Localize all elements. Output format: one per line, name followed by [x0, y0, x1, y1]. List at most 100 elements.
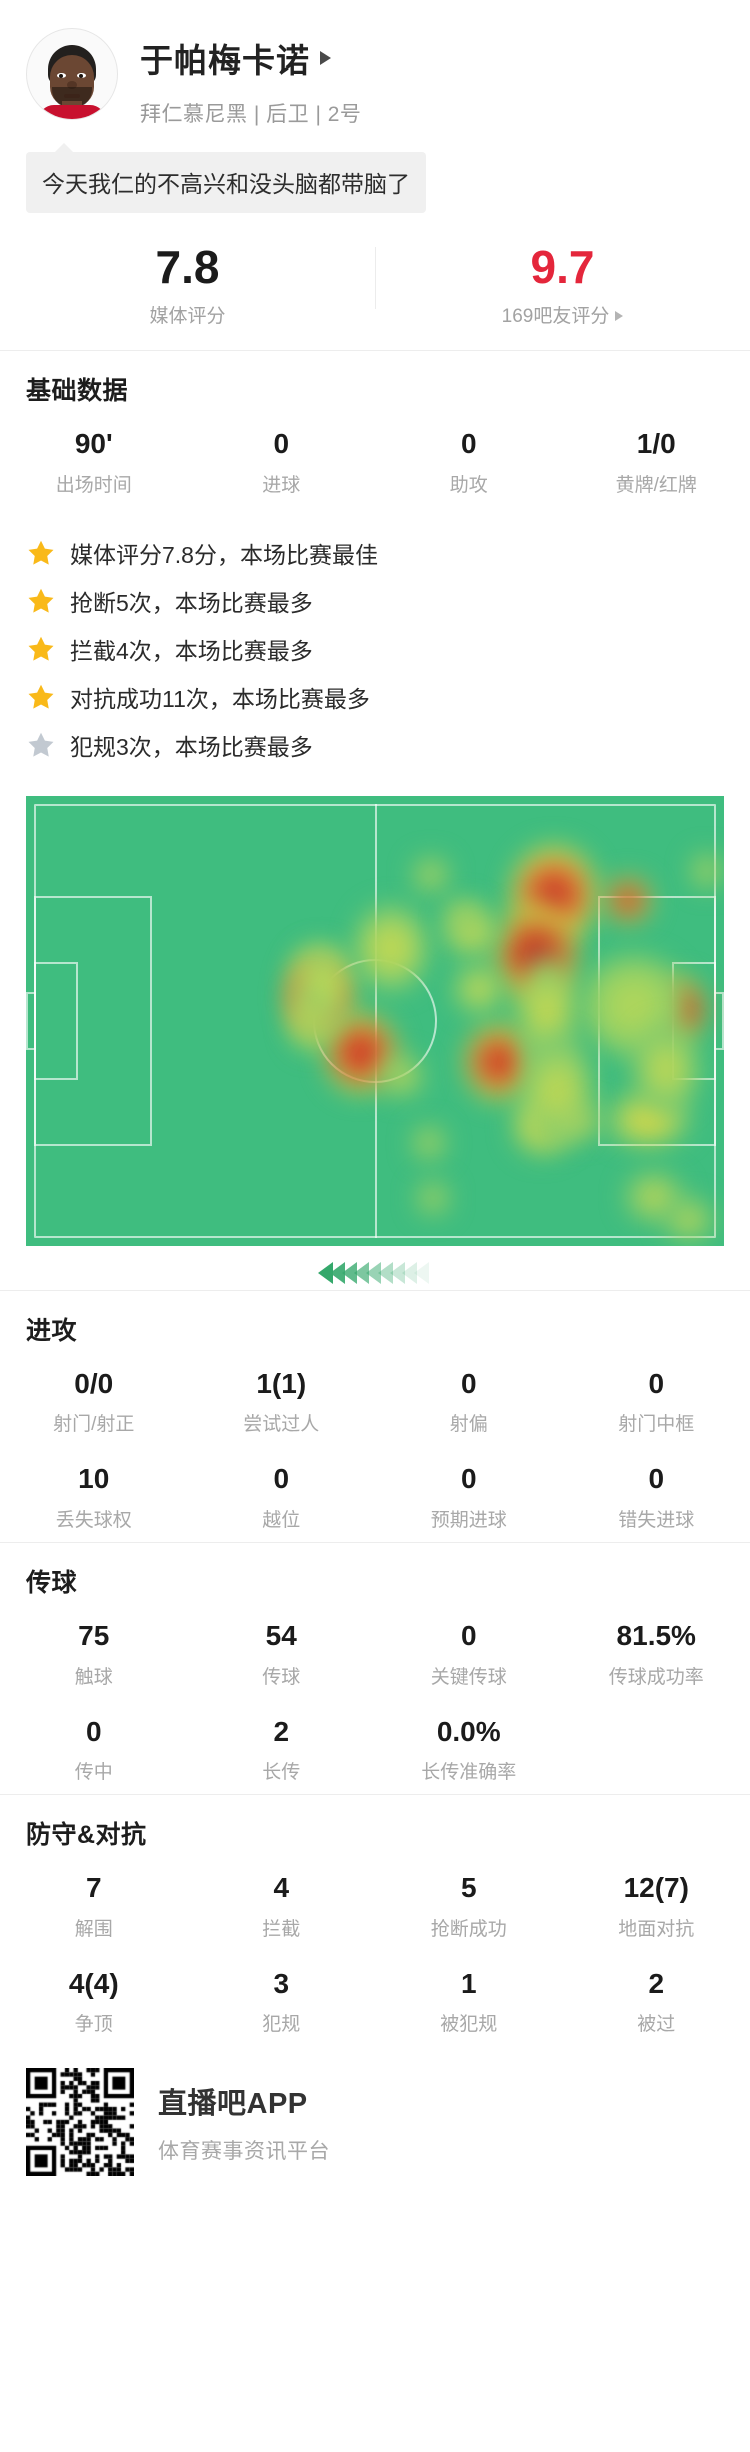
- stat-label: 传球: [262, 1666, 301, 1688]
- stat-value: 4: [273, 1872, 290, 1904]
- stat-item: 1 被犯规: [375, 1967, 563, 2037]
- stat-label: 关键传球: [430, 1666, 507, 1688]
- stat-label: 越位: [262, 1510, 301, 1532]
- stat-value: 0.0%: [436, 1715, 501, 1747]
- stat-value: 7: [85, 1872, 102, 1904]
- stat-value: 75: [78, 1620, 110, 1652]
- stat-value: 10: [78, 1463, 110, 1495]
- stat-label: 助攻: [449, 474, 488, 496]
- stat-label: 丢失球权: [55, 1510, 132, 1532]
- attack-stats-row-1: 0/0 射门/射正 1(1) 尝试过人 0 射偏 0 射门中框: [0, 1351, 750, 1447]
- stat-item: 12(7) 地面对抗: [563, 1871, 750, 1941]
- highlights-list: 媒体评分7.8分，本场比赛最佳 抢断5次，本场比赛最多 拦截4次，本场比赛最多 …: [0, 507, 750, 796]
- stat-item-empty: [563, 1715, 750, 1785]
- stat-label: 射门/射正: [53, 1414, 135, 1436]
- stat-label: 长传: [262, 1762, 301, 1784]
- highlight-text: 媒体评分7.8分，本场比赛最佳: [70, 541, 378, 568]
- stat-item: 0 错失进球: [563, 1462, 750, 1532]
- stat-label: 传中: [74, 1762, 113, 1784]
- chevron-right-icon: [615, 311, 624, 322]
- divider: [0, 1794, 750, 1796]
- stat-value: 90': [74, 428, 113, 460]
- passing-stats-row-2: 0 传中 2 长传 0.0% 长传准确率: [0, 1699, 750, 1795]
- qr-code-icon: [26, 2068, 134, 2177]
- player-header: 于帕梅卡诺 拜仁慕尼黑 | 后卫 | 2号: [0, 0, 750, 128]
- stat-item: 0 越位: [188, 1462, 376, 1532]
- media-rating: 7.8 媒体评分: [0, 243, 375, 328]
- stat-value: 2: [648, 1967, 665, 1999]
- stat-item: 0 进球: [188, 427, 376, 497]
- stat-item: 10 丢失球权: [0, 1462, 188, 1532]
- divider: [0, 1289, 750, 1291]
- passing-stats-row-1: 75 触球 54 传球 0 关键传球 81.5% 传球成功率: [0, 1603, 750, 1699]
- heatmap-section: [0, 795, 750, 1246]
- fans-rating[interactable]: 9.7 169吧友评分: [375, 243, 750, 328]
- stat-label: 争顶: [74, 2014, 113, 2036]
- stat-item: 7 解围: [0, 1871, 188, 1941]
- stat-value: 0: [85, 1715, 102, 1747]
- stat-label: 出场时间: [55, 474, 132, 496]
- stat-label: 抢断成功: [430, 1918, 507, 1940]
- stat-item: 75 触球: [0, 1619, 188, 1689]
- stat-label: 犯规: [262, 2014, 301, 2036]
- ratings-row: 7.8 媒体评分 9.7 169吧友评分: [0, 243, 750, 350]
- fans-rating-label: 169吧友评分: [375, 301, 750, 328]
- player-name: 于帕梅卡诺: [140, 42, 310, 79]
- highlight-text: 拦截4次，本场比赛最多: [70, 637, 313, 664]
- stat-item: 4 拦截: [188, 1871, 376, 1941]
- media-rating-value: 7.8: [155, 241, 220, 293]
- quote-tail-icon: [54, 143, 74, 153]
- star-icon: [28, 732, 54, 757]
- stat-item: 2 长传: [188, 1715, 376, 1785]
- stat-label: 错失进球: [618, 1510, 695, 1532]
- list-item: 媒体评分7.8分，本场比赛最佳: [26, 536, 724, 570]
- list-item: 抢断5次，本场比赛最多: [26, 584, 724, 618]
- stat-label: 尝试过人: [243, 1414, 320, 1436]
- stat-item: 0/0 射门/射正: [0, 1367, 188, 1437]
- highlight-text: 抢断5次，本场比赛最多: [70, 589, 313, 616]
- stat-item: 5 抢断成功: [375, 1871, 563, 1941]
- heatmap-pitch: [26, 795, 724, 1246]
- player-meta: 拜仁慕尼黑 | 后卫 | 2号: [140, 103, 362, 126]
- stat-label: 解围: [74, 1918, 113, 1940]
- stat-label: 黄牌/红牌: [615, 474, 697, 496]
- stat-label: 触球: [74, 1666, 113, 1688]
- stat-value: 5: [460, 1872, 477, 1904]
- stat-label: 射偏: [449, 1414, 488, 1436]
- defense-stats-row-1: 7 解围 4 拦截 5 抢断成功 12(7) 地面对抗: [0, 1855, 750, 1951]
- stat-item: 1/0 黄牌/红牌: [563, 427, 750, 497]
- stat-value: 0: [460, 1620, 477, 1652]
- stat-item: 0 预期进球: [375, 1462, 563, 1532]
- stat-label: 预期进球: [430, 1510, 507, 1532]
- stat-value: 12(7): [623, 1872, 689, 1904]
- stat-item: 0 助攻: [375, 427, 563, 497]
- stat-value: 0: [648, 1367, 665, 1399]
- star-icon: [28, 636, 54, 661]
- list-item: 拦截4次，本场比赛最多: [26, 632, 724, 666]
- stat-item: 0 关键传球: [375, 1619, 563, 1689]
- stat-value: 0/0: [74, 1367, 114, 1399]
- defense-stats-row-2: 4(4) 争顶 3 犯规 1 被犯规 2 被过: [0, 1951, 750, 2047]
- quote-bubble: 今天我仁的不高兴和没头脑都带脑了: [26, 143, 724, 213]
- stat-item: 3 犯规: [188, 1967, 376, 2037]
- stat-value: 3: [273, 1967, 290, 1999]
- stat-item: 0 射门中框: [563, 1367, 750, 1437]
- stat-item: 0 射偏: [375, 1367, 563, 1437]
- stat-value: 0: [460, 428, 477, 460]
- attack-direction-indicator: [0, 1246, 750, 1290]
- avatar: [26, 28, 118, 120]
- star-icon: [28, 684, 54, 709]
- stat-value: 1/0: [636, 428, 676, 460]
- basic-stats-row: 90' 出场时间 0 进球 0 助攻 1/0 黄牌/红牌: [0, 411, 750, 507]
- stat-value: 81.5%: [616, 1620, 696, 1652]
- stat-item: 0.0% 长传准确率: [375, 1715, 563, 1785]
- player-name-row[interactable]: 于帕梅卡诺: [140, 34, 361, 82]
- app-tagline: 体育赛事资讯平台: [158, 2139, 330, 2163]
- stat-item: 54 传球: [188, 1619, 376, 1689]
- stat-value: 2: [273, 1715, 290, 1747]
- stat-label: 长传准确率: [421, 1762, 517, 1784]
- stat-label: 传球成功率: [608, 1666, 704, 1688]
- app-name: 直播吧APP: [158, 2087, 308, 2120]
- stat-label: 被犯规: [440, 2014, 498, 2036]
- stat-label: 进球: [262, 474, 301, 496]
